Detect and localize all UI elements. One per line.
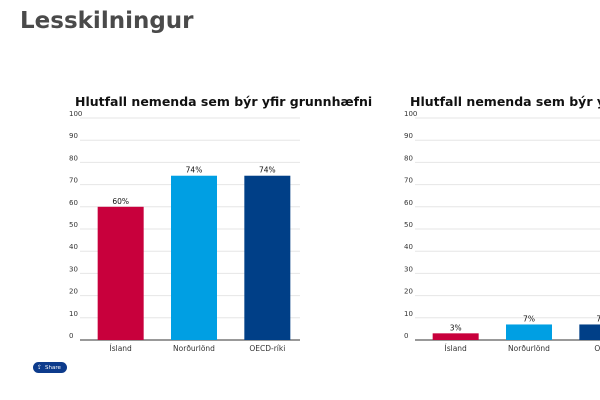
x-tick-label: Ísland [110, 344, 133, 353]
y-tick-label: 10 [404, 310, 413, 318]
y-tick-label: 80 [69, 154, 78, 162]
share-button[interactable]: ⇪ Share [33, 362, 67, 373]
y-tick-label: 0 [404, 332, 408, 340]
bar [171, 175, 217, 340]
y-tick-label: 50 [69, 221, 78, 229]
y-tick-label: 60 [404, 199, 413, 207]
y-tick-label: 20 [404, 288, 413, 296]
bar [432, 333, 479, 340]
chart-title: Hlutfall nemenda sem býr yfir afbur [410, 94, 600, 109]
x-tick-label: Ísland [445, 344, 468, 353]
bar-value-label: 7% [523, 314, 535, 323]
y-tick-label: 10 [69, 310, 78, 318]
x-tick-label: Norðurlönd [508, 344, 550, 353]
bar-chart-svg: 0 10 20 30 40 50 60 70 80 90 100 60% Ísland 74% Norður… [69, 110, 300, 353]
y-tick-label: 90 [69, 132, 78, 140]
bar-value-label: 7% [596, 314, 600, 323]
y-tick-label: 60 [69, 199, 78, 207]
chart-excellence: Hlutfall nemenda sem býr yfir afbur 0 10 2… [395, 90, 600, 360]
y-tick-label: 0 [69, 332, 73, 340]
y-tick-label: 100 [404, 110, 417, 118]
bar-value-label: 3% [450, 323, 462, 332]
x-tick-label: Norðurlönd [173, 344, 215, 353]
y-tick-label: 30 [404, 265, 413, 273]
y-tick-label: 70 [69, 177, 78, 185]
y-tick-label: 100 [69, 110, 82, 118]
bar-value-label: 74% [259, 166, 276, 175]
chart-title: Hlutfall nemenda sem býr yfir grunnhæfni [75, 94, 373, 109]
y-tick-label: 70 [404, 177, 413, 185]
share-icon: ⇪ [37, 363, 43, 371]
y-tick-label: 90 [404, 132, 413, 140]
bar-value-label: 60% [112, 197, 129, 206]
bar-value-label: 74% [186, 166, 203, 175]
bar [244, 175, 291, 340]
x-tick-label: OEC [594, 344, 600, 353]
y-tick-label: 40 [69, 243, 78, 251]
share-label: Share [45, 364, 61, 371]
y-tick-label: 30 [69, 265, 78, 273]
y-tick-label: 40 [404, 243, 413, 251]
page-title: Lesskilningur [20, 8, 194, 34]
x-tick-label: OECD-ríki [249, 344, 285, 353]
bar [97, 206, 144, 340]
bar [579, 324, 600, 340]
bar [506, 324, 552, 340]
y-tick-label: 50 [404, 221, 413, 229]
y-tick-label: 20 [69, 288, 78, 296]
chart-basic-proficiency: Hlutfall nemenda sem býr yfir grunnhæfni… [60, 90, 372, 360]
bar-chart-svg: 0 10 20 30 40 50 60 70 80 90 100 3% Ísland 7% Norðurlö… [404, 110, 600, 353]
y-tick-label: 80 [404, 154, 413, 162]
